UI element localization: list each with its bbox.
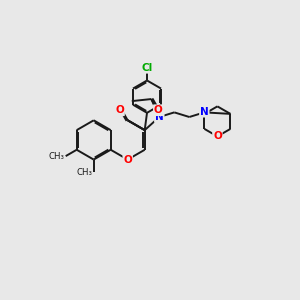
Text: N: N: [200, 107, 209, 117]
Text: N: N: [155, 112, 164, 122]
Text: O: O: [123, 154, 132, 165]
Text: Cl: Cl: [141, 63, 153, 73]
Text: CH₃: CH₃: [49, 152, 64, 160]
Text: O: O: [154, 105, 163, 115]
Text: CH₃: CH₃: [76, 168, 92, 177]
Text: O: O: [115, 105, 124, 115]
Text: O: O: [213, 131, 222, 141]
